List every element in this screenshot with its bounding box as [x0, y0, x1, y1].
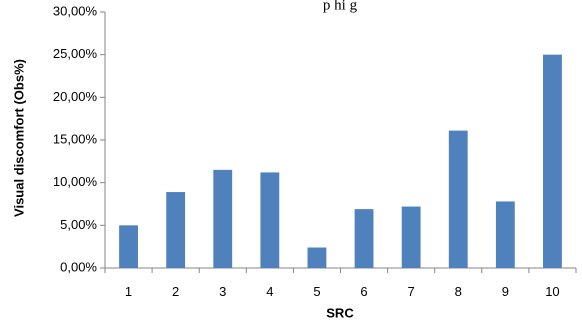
y-axis-title: Visual discomfort (Obs%) — [11, 59, 26, 217]
y-tick-label: 25,00% — [53, 46, 98, 61]
bar-src-2 — [166, 192, 186, 268]
bar-src-7 — [401, 206, 421, 268]
x-tick-label: 9 — [502, 284, 509, 299]
y-tick-label: 30,00% — [53, 3, 98, 18]
y-tick-label: 0,00% — [60, 259, 97, 274]
bar-src-10 — [543, 54, 562, 268]
x-axis: 1 2 3 4 5 6 7 8 9 10 — [104, 267, 577, 299]
bar-src-9 — [495, 201, 515, 268]
y-tick-label: 5,00% — [60, 217, 97, 232]
y-tick-label: 15,00% — [53, 131, 98, 146]
x-tick-label: 8 — [455, 284, 462, 299]
y-tick-label: 20,00% — [53, 89, 98, 104]
chart-title: p hi g — [323, 0, 358, 13]
x-tick-label: 6 — [360, 284, 367, 299]
x-axis-title: SRC — [326, 305, 354, 320]
bar-src-6 — [354, 209, 374, 268]
y-tick-label: 10,00% — [53, 174, 98, 189]
bars — [119, 54, 562, 268]
bar-src-5 — [307, 247, 327, 268]
x-tick-label: 5 — [313, 284, 320, 299]
x-tick-label: 1 — [125, 284, 132, 299]
bar-src-3 — [213, 169, 233, 268]
bar-src-1 — [119, 225, 138, 268]
bar-src-4 — [260, 172, 280, 268]
x-tick-label: 7 — [408, 284, 415, 299]
x-tick-label: 10 — [545, 284, 559, 299]
y-axis: 0,00% 5,00% 10,00% 15,00% 20,00% 25,00% 30,00% — [53, 3, 106, 274]
x-tick-label: 4 — [266, 284, 273, 299]
x-tick-label: 2 — [172, 284, 179, 299]
bar-src-8 — [448, 130, 468, 268]
x-tick-label: 3 — [219, 284, 226, 299]
